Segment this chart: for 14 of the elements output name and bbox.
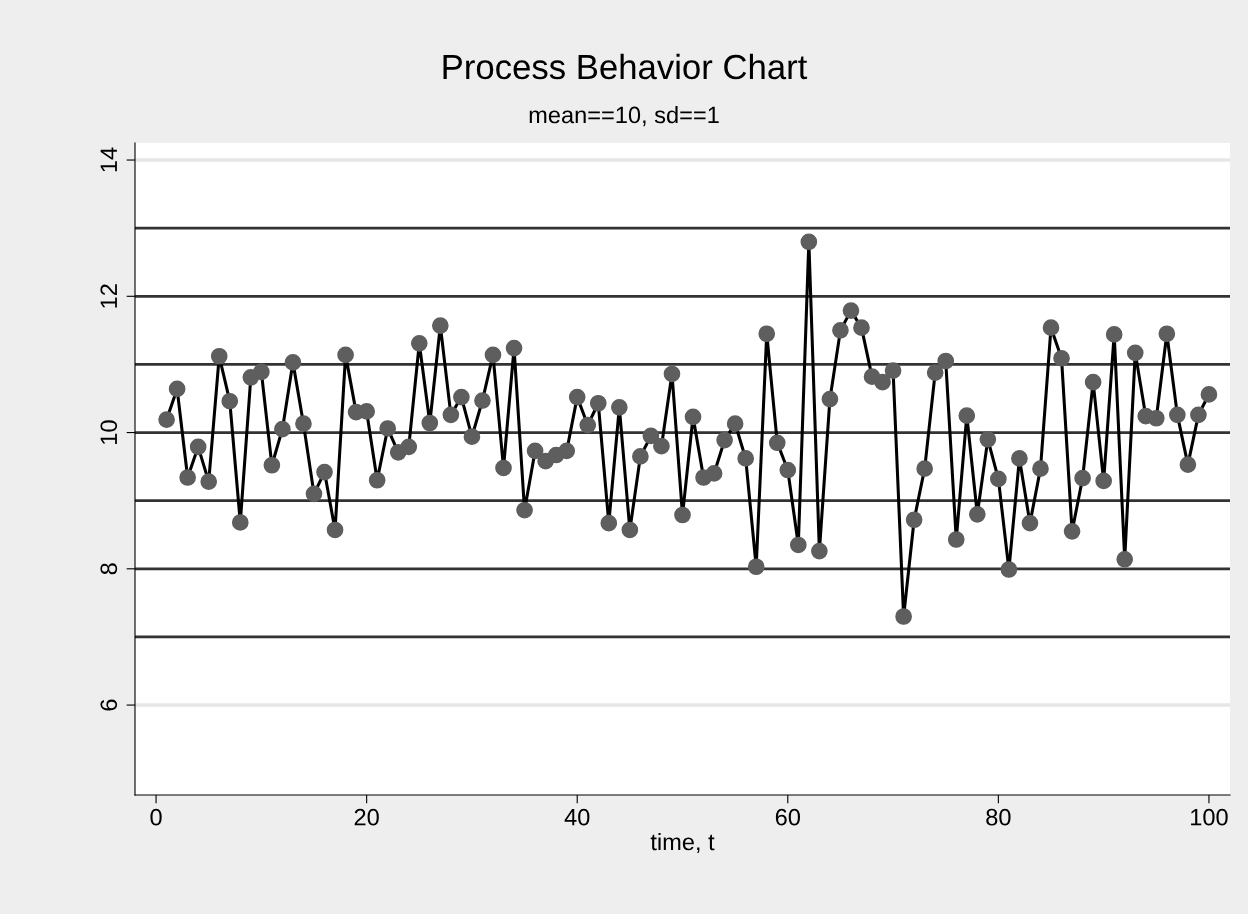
x-axis-title: time, t	[650, 832, 715, 854]
x-tick-label: 40	[564, 808, 590, 826]
x-tick-label: 100	[1191, 808, 1228, 826]
x-tick-label: 0	[150, 808, 162, 826]
x-tick-label: 60	[775, 808, 800, 826]
y-tick-label: 8	[100, 563, 118, 575]
x-tick-label: 20	[354, 808, 379, 826]
chart-subtitle: mean==10, sd==1	[529, 106, 719, 127]
y-tick-label: 10	[100, 420, 118, 444]
chart-title: Process Behavior Chart	[443, 53, 808, 80]
y-tick-label: 6	[100, 699, 118, 711]
x-tick-label: 80	[986, 808, 1011, 826]
y-tick-label: 14	[100, 147, 117, 172]
y-tick-label: 12	[100, 284, 117, 308]
